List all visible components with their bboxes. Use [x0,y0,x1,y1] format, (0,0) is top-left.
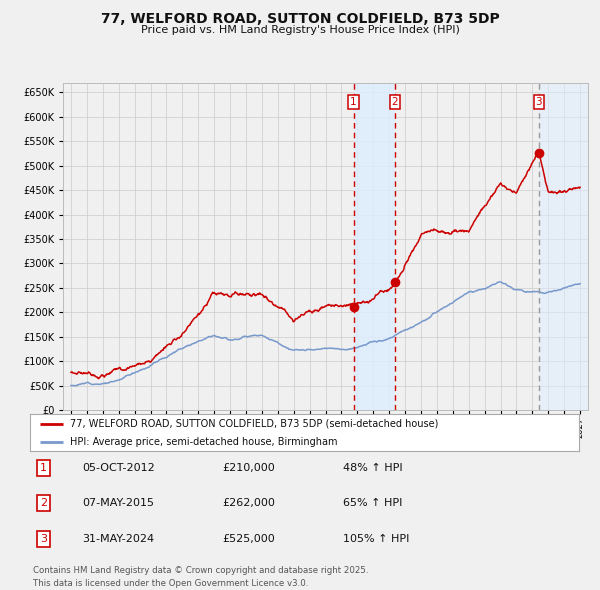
Text: 3: 3 [40,534,47,544]
Text: £525,000: £525,000 [222,534,275,544]
Text: 31-MAY-2024: 31-MAY-2024 [82,534,154,544]
Text: HPI: Average price, semi-detached house, Birmingham: HPI: Average price, semi-detached house,… [70,437,337,447]
Text: 77, WELFORD ROAD, SUTTON COLDFIELD, B73 5DP (semi-detached house): 77, WELFORD ROAD, SUTTON COLDFIELD, B73 … [70,419,438,429]
Text: 65% ↑ HPI: 65% ↑ HPI [343,498,403,508]
Text: 48% ↑ HPI: 48% ↑ HPI [343,463,403,473]
Text: 77, WELFORD ROAD, SUTTON COLDFIELD, B73 5DP: 77, WELFORD ROAD, SUTTON COLDFIELD, B73 … [101,12,499,26]
Text: 05-OCT-2012: 05-OCT-2012 [82,463,155,473]
Text: 3: 3 [536,97,542,107]
Text: £262,000: £262,000 [222,498,275,508]
Text: 2: 2 [40,498,47,508]
Text: 2: 2 [391,97,398,107]
Text: 07-MAY-2015: 07-MAY-2015 [82,498,154,508]
Text: Contains HM Land Registry data © Crown copyright and database right 2025.
This d: Contains HM Land Registry data © Crown c… [33,566,368,588]
Text: 105% ↑ HPI: 105% ↑ HPI [343,534,409,544]
Bar [353,83,395,410]
Text: 1: 1 [350,97,357,107]
Text: £210,000: £210,000 [222,463,275,473]
Bar [539,83,588,410]
Text: 1: 1 [40,463,47,473]
Text: Price paid vs. HM Land Registry's House Price Index (HPI): Price paid vs. HM Land Registry's House … [140,25,460,35]
